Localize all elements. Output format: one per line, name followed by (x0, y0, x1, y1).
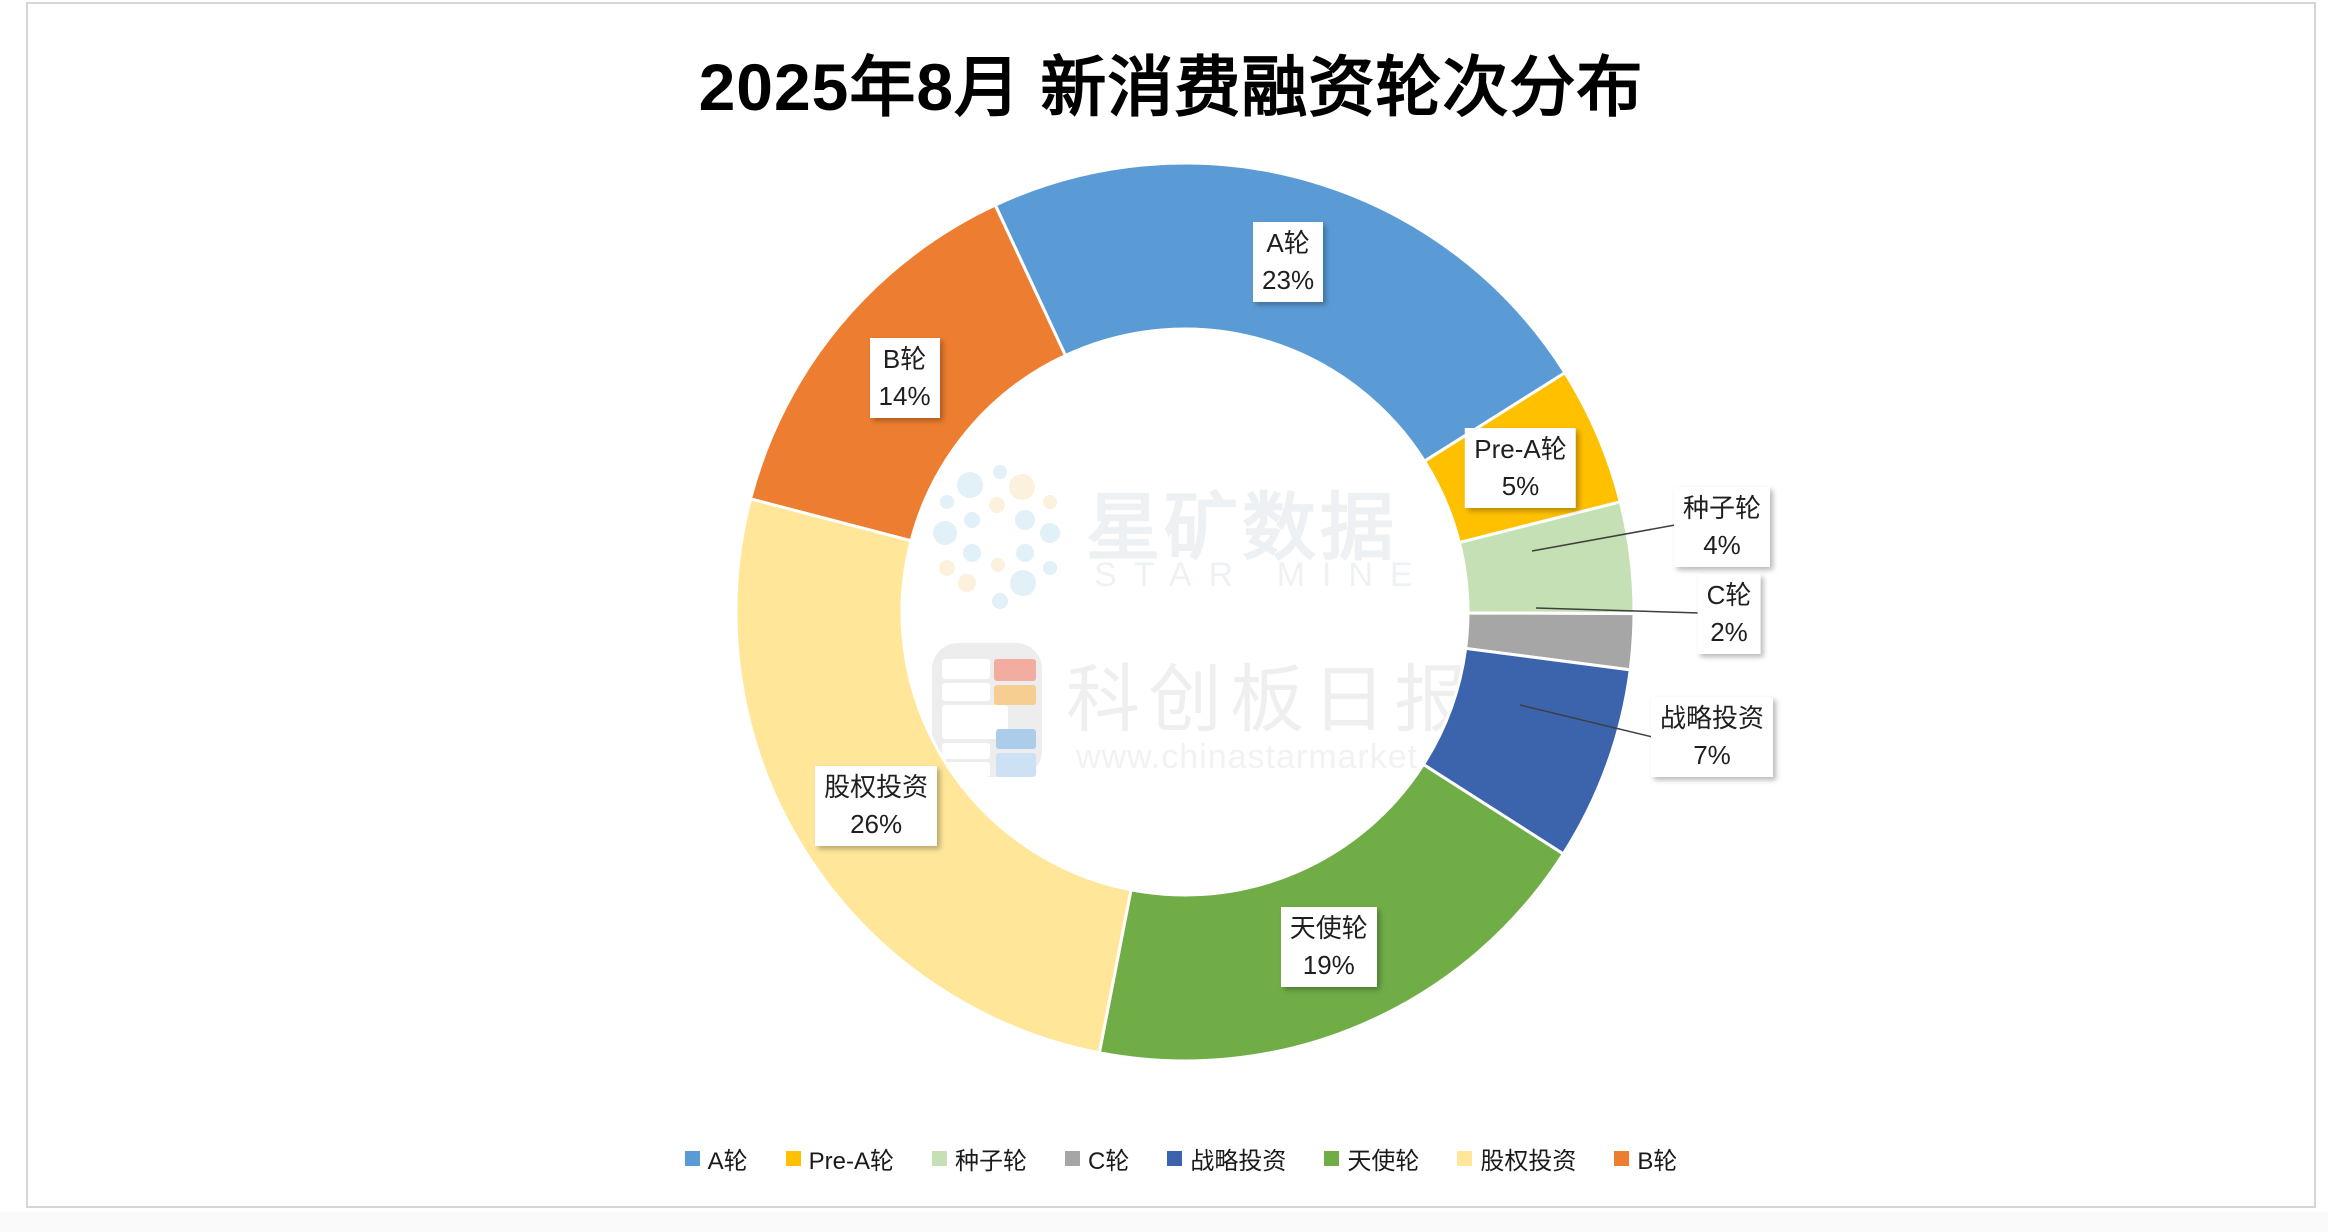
legend-item-天使轮: 天使轮 (1324, 1141, 1419, 1176)
slice-label-A轮: A轮 23% (1253, 221, 1324, 302)
slice-label-C轮: C轮 2% (1697, 574, 1761, 654)
slice-label-percent: 23% (1262, 264, 1315, 295)
legend-label: C轮 (1088, 1148, 1130, 1175)
leader-line-C轮 (1535, 607, 1701, 614)
legend-label: 天使轮 (1347, 1148, 1420, 1175)
legend-swatch-icon (785, 1151, 801, 1166)
legend-item-A轮: A轮 (684, 1141, 748, 1176)
legend-item-B轮: B轮 (1614, 1141, 1677, 1176)
legend-label: 种子轮 (955, 1148, 1027, 1175)
chart-title: 2025年8月 新消费融资轮次分布 (698, 50, 1644, 124)
slice-label-name: 战略投资 (1659, 703, 1765, 733)
page-bottom-strip (0, 1212, 2328, 1232)
slice-label-name: A轮 (1266, 227, 1310, 258)
slice-label-name: Pre-A轮 (1474, 434, 1567, 465)
legend-item-种子轮: 种子轮 (932, 1141, 1027, 1176)
slice-label-股权投资: 股权投资 26% (815, 766, 938, 847)
slice-label-战略投资: 战略投资 7% (1650, 697, 1774, 777)
slice-label-name: 种子轮 (1682, 493, 1762, 523)
slice-label-种子轮: 种子轮 4% (1673, 487, 1771, 567)
legend-label: 战略投资 (1190, 1148, 1287, 1175)
legend-swatch-icon (1167, 1151, 1183, 1166)
slice-label-percent: 4% (1703, 530, 1741, 560)
legend-label: A轮 (707, 1148, 748, 1175)
slice-label-name: C轮 (1706, 580, 1752, 610)
legend-swatch-icon (1614, 1151, 1630, 1166)
leader-line-种子轮 (1531, 522, 1687, 552)
slice-label-天使轮: 天使轮 19% (1280, 907, 1377, 988)
legend-label: B轮 (1637, 1148, 1678, 1175)
legend-swatch-icon (684, 1151, 700, 1166)
legend-label: 股权投资 (1480, 1148, 1577, 1175)
slice-label-name: 天使轮 (1289, 913, 1368, 944)
slice-label-percent: 14% (878, 381, 931, 412)
legend-swatch-icon (1324, 1151, 1340, 1166)
slice-label-percent: 2% (1710, 617, 1748, 647)
slice-label-percent: 19% (1302, 950, 1355, 981)
slice-label-percent: 26% (850, 809, 903, 840)
legend-item-股权投资: 股权投资 (1457, 1141, 1576, 1176)
donut-slice-1-A轮 (993, 161, 1568, 464)
legend-item-C轮: C轮 (1065, 1141, 1129, 1176)
legend-item-战略投资: 战略投资 (1167, 1141, 1286, 1176)
slice-label-percent: 5% (1501, 471, 1540, 502)
legend-item-Pre-A轮: Pre-A轮 (785, 1141, 894, 1176)
leader-line-战略投资 (1519, 704, 1666, 741)
legend: A轮 Pre-A轮 种子轮 C轮 战略投资 天使轮 股权投资 B轮 (36, 1141, 2326, 1176)
slice-label-Pre-A轮: Pre-A轮 5% (1465, 428, 1576, 509)
slice-label-name: 股权投资 (824, 772, 929, 803)
slice-label-percent: 7% (1693, 740, 1731, 770)
slice-label-name: B轮 (882, 344, 927, 375)
legend-swatch-icon (1065, 1151, 1080, 1166)
legend-swatch-icon (1457, 1151, 1473, 1166)
slice-label-B轮: B轮 14% (869, 338, 940, 419)
legend-label: Pre-A轮 (808, 1148, 894, 1175)
legend-swatch-icon (932, 1151, 947, 1166)
